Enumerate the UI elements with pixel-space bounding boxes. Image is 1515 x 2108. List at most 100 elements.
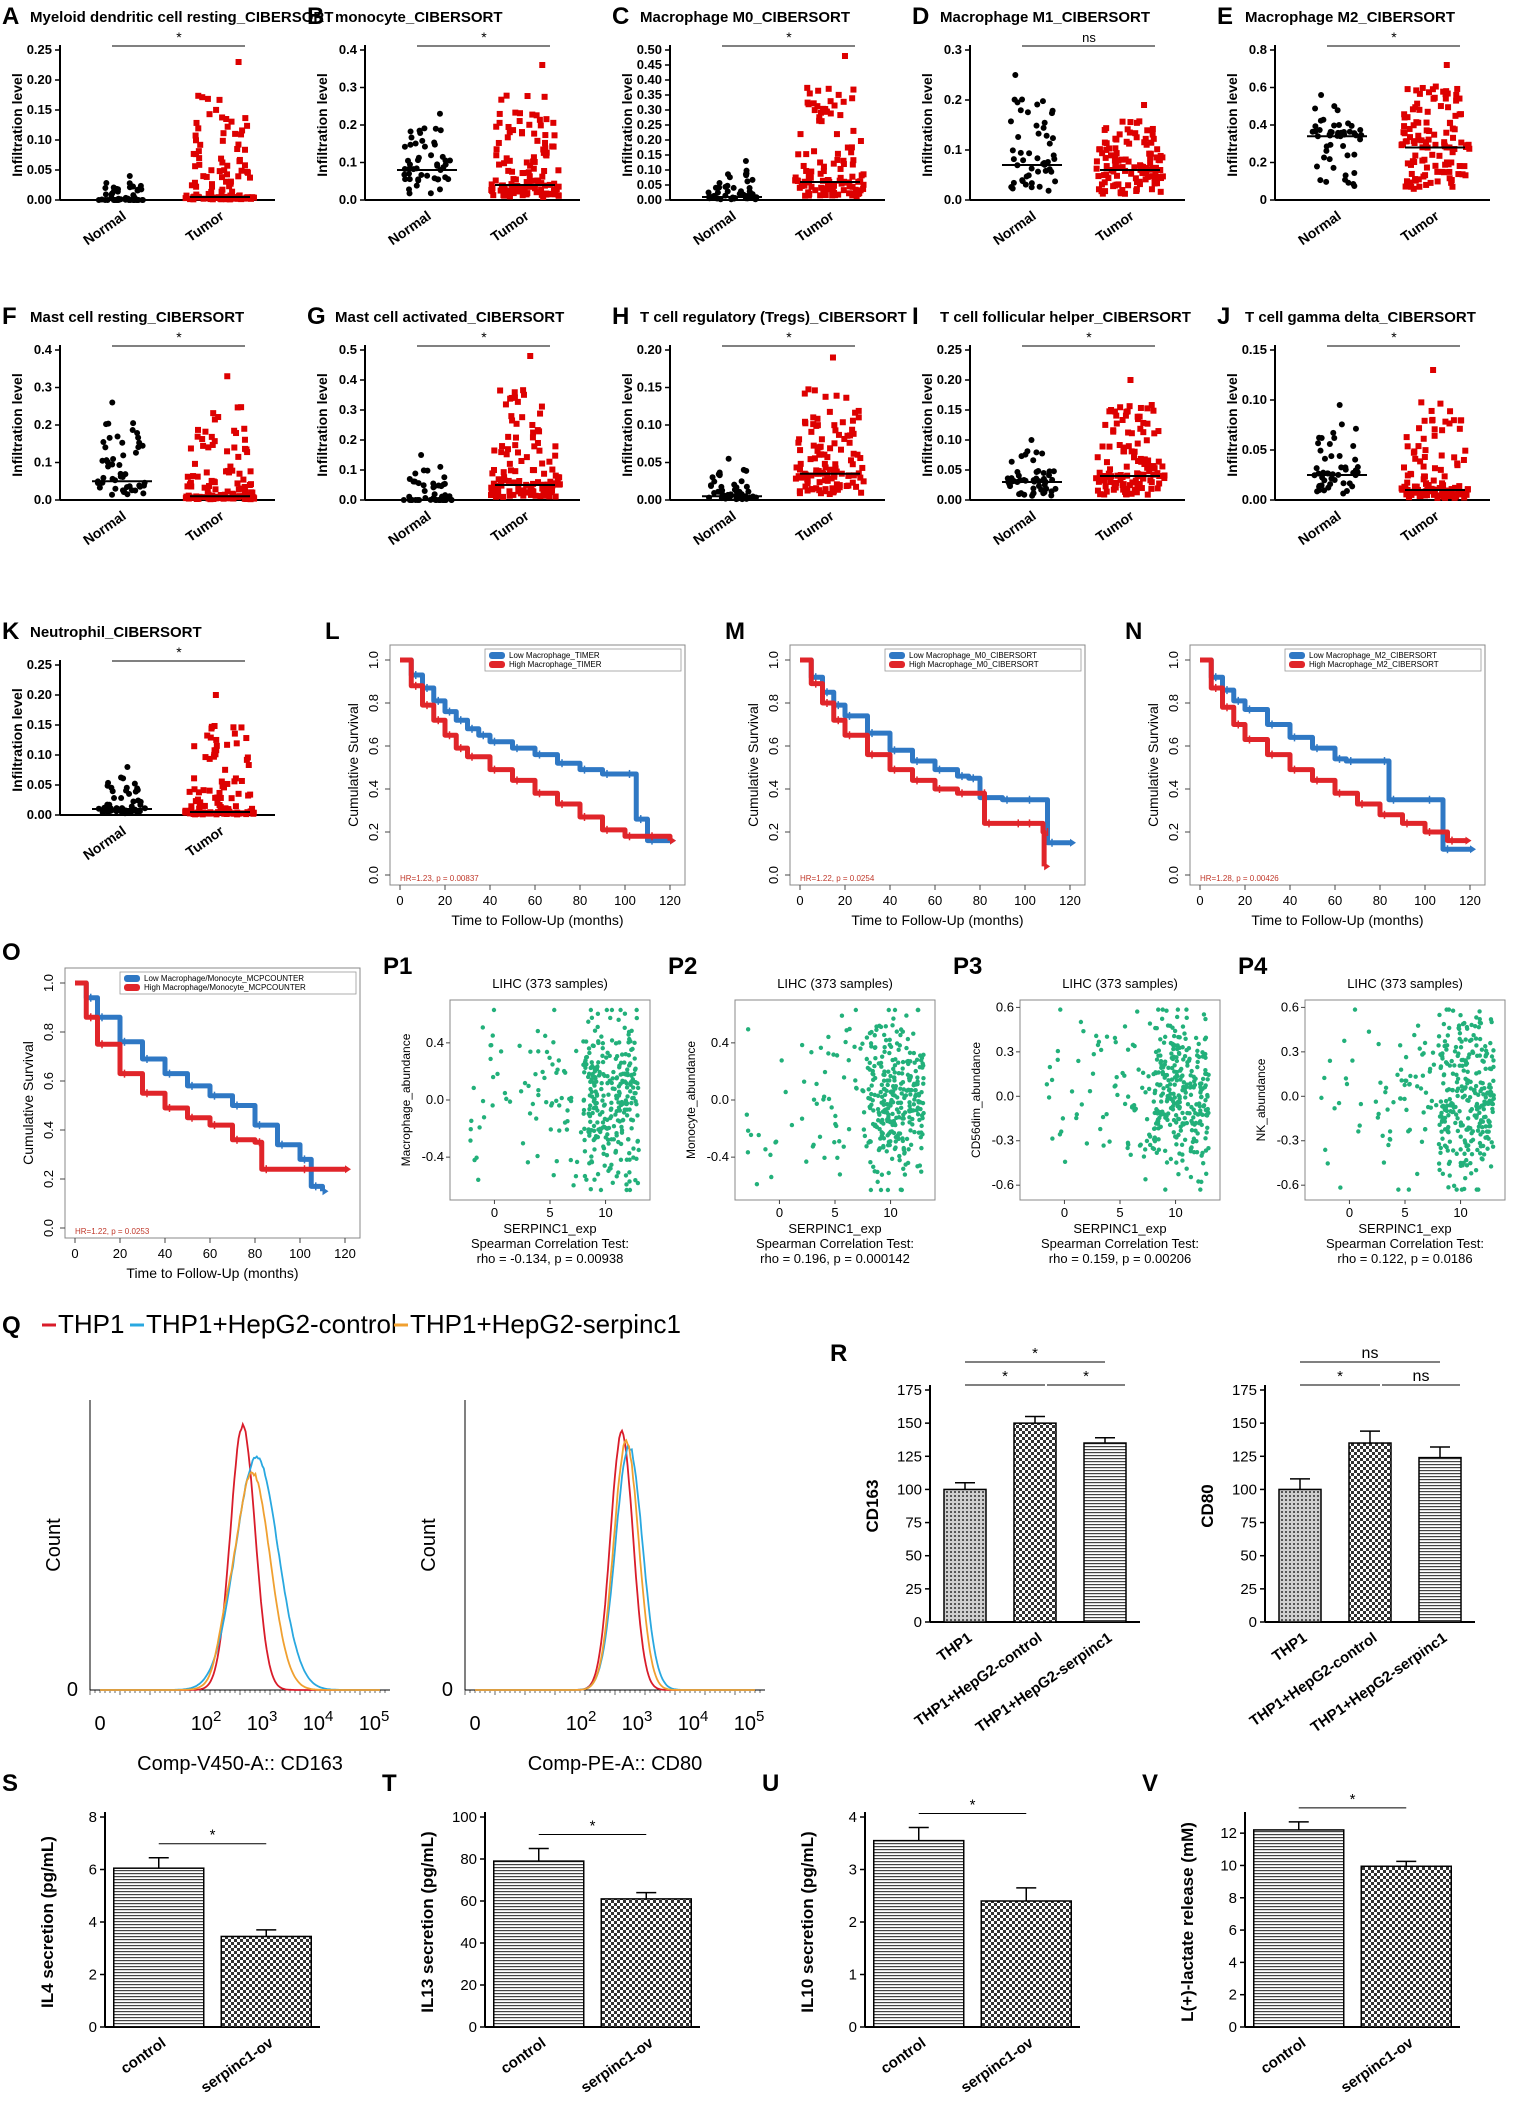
- tumor-point: [1418, 137, 1425, 144]
- normal-point: [1327, 481, 1334, 488]
- sample-point: [632, 1056, 637, 1061]
- y-axis-label: Cumulative Survival: [20, 1041, 36, 1165]
- sample-point: [888, 1139, 893, 1144]
- sample-point: [1158, 1037, 1163, 1042]
- normal-point: [1336, 452, 1343, 459]
- tumor-point: [236, 470, 243, 477]
- tumor-point: [537, 493, 544, 500]
- x-category-label: Tumor: [1398, 507, 1442, 545]
- sample-point: [1434, 1103, 1439, 1108]
- hr-annotation: HR=1.22, p = 0.0253: [75, 1227, 150, 1236]
- sample-point: [586, 1046, 592, 1051]
- sample-point: [631, 1146, 636, 1151]
- tumor-point: [242, 146, 249, 153]
- sample-point: [1319, 1095, 1324, 1101]
- tumor-point: [1451, 454, 1458, 461]
- tumor-point: [526, 183, 533, 190]
- sample-point: [1184, 1007, 1189, 1012]
- sample-point: [1174, 1046, 1180, 1052]
- significance-label: *: [1002, 1368, 1008, 1385]
- normal-point: [121, 808, 128, 815]
- normal-point: [408, 134, 415, 141]
- sample-point: [617, 1108, 623, 1113]
- sample-point: [763, 1147, 768, 1152]
- tumor-point: [535, 479, 542, 486]
- sample-point: [1437, 1122, 1442, 1128]
- sample-point: [1130, 1104, 1135, 1109]
- x-category-label: THP1+HepG2-control: [1247, 1629, 1381, 1730]
- tumor-point: [1449, 149, 1456, 156]
- sample-point: [595, 1108, 600, 1113]
- tumor-point: [1141, 461, 1148, 468]
- sample-point: [1144, 1138, 1150, 1144]
- y-tick-label: 0.6: [41, 1072, 56, 1090]
- sample-point: [878, 1187, 884, 1193]
- tumor-point: [1442, 161, 1449, 168]
- sample-point: [1487, 1082, 1492, 1087]
- normal-point: [140, 482, 147, 489]
- tumor-point: [498, 96, 505, 103]
- sample-point: [846, 1126, 852, 1132]
- tumor-point: [525, 169, 532, 176]
- sample-point: [599, 1086, 604, 1092]
- sample-point: [1470, 1129, 1476, 1134]
- sample-point: [533, 1071, 538, 1077]
- tumor-point: [200, 173, 207, 180]
- sample-point: [907, 1059, 913, 1064]
- tumor-point: [231, 730, 238, 737]
- tumor-point: [243, 491, 250, 498]
- tumor-point: [1094, 454, 1101, 461]
- tumor-point: [1150, 463, 1157, 470]
- tumor-point: [213, 736, 220, 743]
- y-tick-label: 0.0: [1281, 1088, 1299, 1103]
- y-tick-label: 0.8: [41, 1023, 56, 1041]
- tumor-point: [844, 432, 851, 439]
- tumor-point: [1146, 150, 1153, 157]
- y-axis-label: Macrophage_abundance: [399, 1033, 413, 1166]
- tumor-point: [191, 179, 198, 186]
- tumor-point: [506, 157, 513, 164]
- sample-point: [1447, 1139, 1453, 1144]
- tumor-point: [192, 132, 199, 139]
- sample-point: [468, 1138, 473, 1143]
- tumor-point: [1128, 490, 1135, 497]
- sample-point: [1450, 1087, 1455, 1093]
- tumor-point: [1126, 403, 1133, 410]
- sample-point: [1440, 1171, 1446, 1177]
- sample-point: [598, 1187, 604, 1193]
- sample-point: [477, 1125, 482, 1130]
- y-tick-label: 0.05: [27, 162, 52, 177]
- sample-point: [1402, 1082, 1407, 1088]
- sample-point: [1049, 1077, 1055, 1083]
- sample-point: [606, 1168, 611, 1174]
- sample-point: [1457, 1109, 1462, 1114]
- sample-point: [1427, 1066, 1433, 1072]
- panel-k-scatter: K Neutrophil_CIBERSORT0.000.050.100.150.2…: [2, 618, 275, 863]
- tumor-point: [1403, 434, 1410, 441]
- sample-point: [1044, 1082, 1050, 1087]
- sample-point: [883, 1107, 888, 1112]
- tumor-point: [1419, 84, 1426, 91]
- tumor-point: [219, 186, 226, 193]
- normal-point: [742, 171, 749, 178]
- tumor-point: [193, 183, 200, 190]
- sample-point: [773, 1139, 779, 1144]
- tumor-point: [1119, 118, 1126, 125]
- sample-point: [1194, 1149, 1200, 1155]
- sample-point: [600, 1059, 606, 1065]
- tumor-point: [846, 183, 853, 190]
- normal-point: [726, 174, 733, 181]
- tumor-point: [822, 464, 829, 471]
- normal-point: [1015, 472, 1022, 479]
- tumor-point: [1424, 108, 1431, 115]
- normal-point: [1340, 480, 1347, 487]
- sample-point: [621, 1101, 626, 1106]
- normal-point: [123, 787, 130, 794]
- sample-point: [1184, 1166, 1189, 1171]
- tumor-point: [505, 187, 512, 194]
- tumor-point: [1148, 402, 1155, 409]
- tumor-point: [209, 441, 216, 448]
- sample-point: [896, 1131, 902, 1136]
- y-tick-label: 0: [1249, 1614, 1257, 1631]
- y-tick-label: 0.2: [366, 823, 381, 841]
